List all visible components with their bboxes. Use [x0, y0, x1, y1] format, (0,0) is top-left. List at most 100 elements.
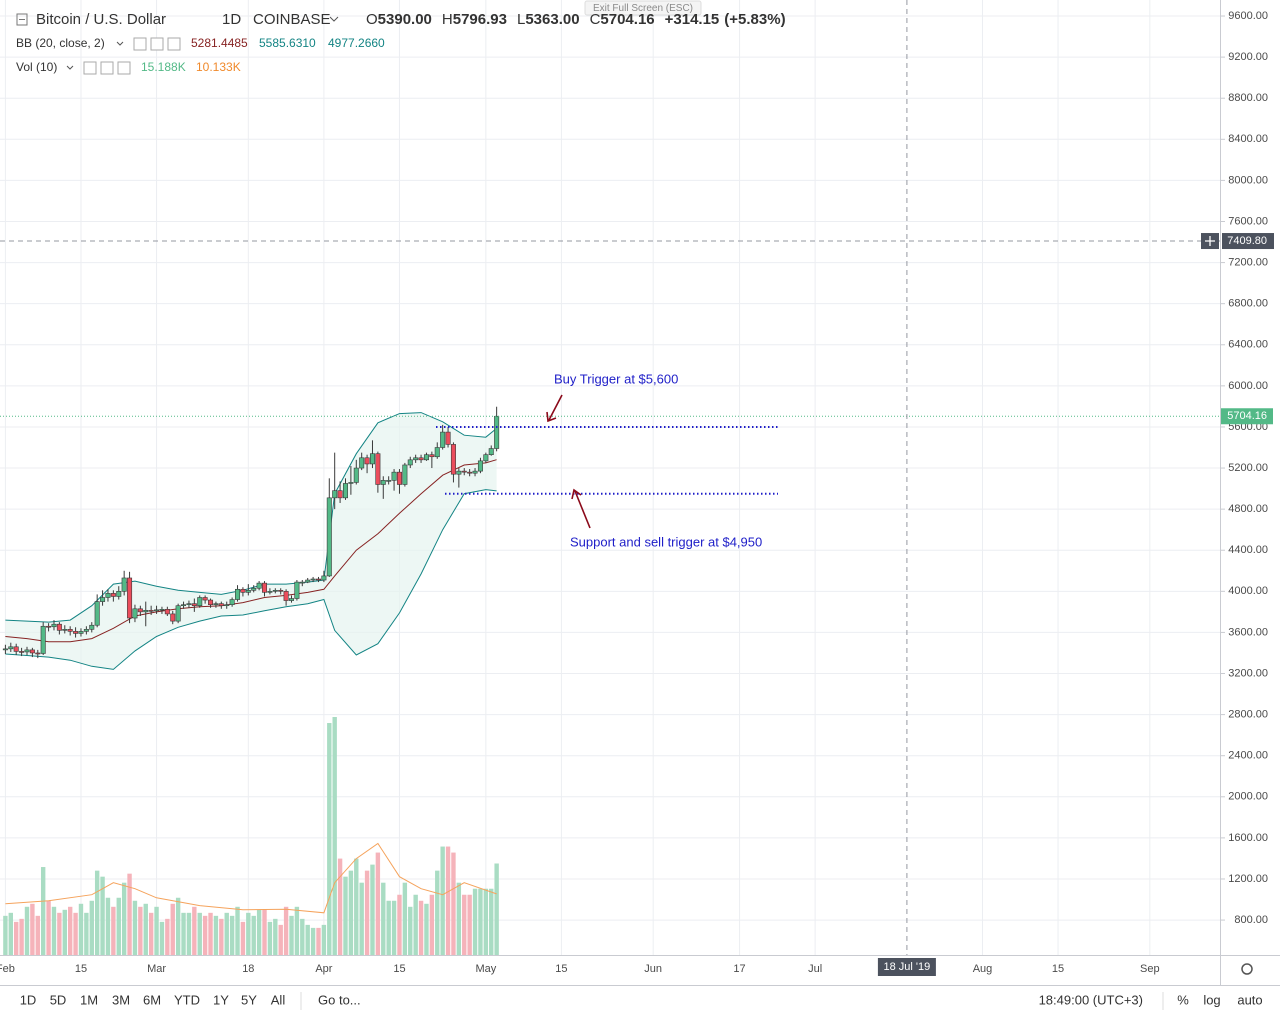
vol-caret[interactable]	[66, 65, 74, 70]
range-button[interactable]: 6M	[143, 992, 161, 1007]
candle-body	[332, 490, 338, 499]
bb-eye-icon[interactable]	[133, 37, 147, 51]
scale-option[interactable]: auto	[1237, 992, 1262, 1007]
volume-bar	[202, 915, 208, 955]
volume-bar	[429, 894, 435, 955]
y-tick-label: 9200.00	[1228, 51, 1268, 63]
candle-body	[262, 582, 268, 593]
exit-fullscreen-box[interactable]	[584, 0, 702, 16]
candle-body	[2, 648, 8, 651]
candle-body	[8, 646, 14, 650]
candle-body	[35, 652, 41, 655]
range-button[interactable]: YTD	[174, 992, 200, 1007]
candle-body	[229, 599, 235, 605]
range-button[interactable]: 1Y	[213, 992, 229, 1007]
volume-bar	[267, 921, 273, 955]
clock[interactable]: 18:49:00 (UTC+3)	[1039, 992, 1143, 1007]
volume-bar	[30, 903, 35, 955]
volume-bar	[94, 870, 100, 955]
volume-bar	[364, 870, 370, 955]
volume-bar	[343, 876, 348, 955]
candle-body	[396, 471, 402, 485]
ohlc-key: H	[442, 11, 453, 28]
candle-body	[105, 593, 111, 598]
time-axis: Feb 15 Mar 18 Apr 15 May 15 Jun 17 Jul Aug 15 Sep	[0, 963, 1160, 975]
volume-bar	[327, 723, 332, 955]
bb-basis	[5, 459, 497, 643]
candle-body	[267, 591, 273, 593]
candle-body	[299, 581, 305, 584]
y-tick-label: 4000.00	[1228, 585, 1268, 597]
volume-bar	[84, 912, 89, 955]
candle-body	[143, 610, 149, 613]
candle-body	[342, 483, 348, 499]
candle-body	[310, 578, 316, 581]
ohlc-value: 5390.00	[378, 11, 432, 28]
candle-body	[127, 577, 133, 619]
candle-body	[132, 608, 138, 619]
range-button[interactable]: 1M	[80, 992, 98, 1007]
volume-bar	[208, 912, 213, 955]
range-button[interactable]: 1D	[20, 992, 37, 1007]
volume-bar	[283, 906, 289, 955]
volume-bar	[159, 921, 165, 955]
candle-body	[213, 603, 219, 605]
candle-body	[418, 457, 424, 461]
ohlc-value: 5796.93	[453, 11, 507, 28]
vol-eye-icon[interactable]	[83, 61, 97, 75]
bb-remove-icon[interactable]	[167, 37, 181, 51]
volume-bar	[213, 915, 219, 955]
bb-caret[interactable]	[116, 41, 124, 46]
x-tick-label: Feb	[0, 963, 15, 975]
candle-body	[467, 471, 473, 474]
y-tick-label: 8800.00	[1228, 92, 1268, 104]
volume-bar	[397, 894, 402, 955]
crosshair-date-label: 18 Jul '19	[884, 961, 931, 973]
volume-bar	[273, 918, 278, 955]
vol-title: Vol (10)	[16, 60, 57, 74]
scale-option[interactable]: log	[1203, 992, 1220, 1007]
settings-icon[interactable]	[1241, 963, 1253, 975]
y-tick-label: 3600.00	[1228, 626, 1268, 638]
volume-bar	[51, 906, 57, 955]
range-button[interactable]: 3M	[112, 992, 130, 1007]
volume-bar	[89, 900, 94, 955]
volume-bar	[170, 903, 175, 955]
volume-bar	[154, 906, 159, 955]
candle-body	[148, 610, 154, 612]
exit-fullscreen[interactable]: Exit Full Screen (ESC)	[593, 3, 693, 14]
vol-remove-icon[interactable]	[117, 61, 131, 75]
candle-body	[305, 579, 311, 583]
volume-bar	[467, 894, 472, 955]
crosshair-price-box	[1222, 233, 1274, 250]
volume-bar	[489, 888, 494, 955]
volume-bar	[67, 906, 73, 955]
vol-settings-icon[interactable]	[100, 61, 114, 75]
candle-body	[256, 582, 262, 589]
collapse-icon[interactable]	[16, 13, 28, 26]
candle-body	[283, 591, 289, 601]
bb-upper-value: 5585.6310	[259, 36, 316, 50]
range-button[interactable]: 5Y	[241, 992, 257, 1007]
volume-bar	[478, 888, 483, 955]
range-button[interactable]: 5D	[50, 992, 67, 1007]
volume-bar	[197, 912, 202, 955]
volume-bar	[483, 888, 489, 955]
volume-bar	[224, 912, 229, 955]
scale-option[interactable]: %	[1177, 992, 1189, 1007]
range-button[interactable]: All	[271, 992, 286, 1007]
symbol-caret[interactable]	[329, 16, 339, 22]
candle-body	[170, 613, 176, 622]
volume-bar	[35, 915, 40, 955]
ohlc-value: 5363.00	[525, 11, 579, 28]
bb-settings-icon[interactable]	[150, 37, 164, 51]
y-tick-label: 2000.00	[1228, 791, 1268, 803]
y-tick-label: 2800.00	[1228, 709, 1268, 721]
goto-button[interactable]: Go to...	[318, 992, 361, 1007]
volume-bar	[462, 894, 467, 955]
candle-body	[445, 431, 451, 445]
y-tick-label: 6400.00	[1228, 339, 1268, 351]
change-pct: (+5.83%)	[724, 11, 785, 28]
volume-bar	[456, 882, 462, 955]
ohlc-value: 5704.16	[600, 11, 654, 28]
